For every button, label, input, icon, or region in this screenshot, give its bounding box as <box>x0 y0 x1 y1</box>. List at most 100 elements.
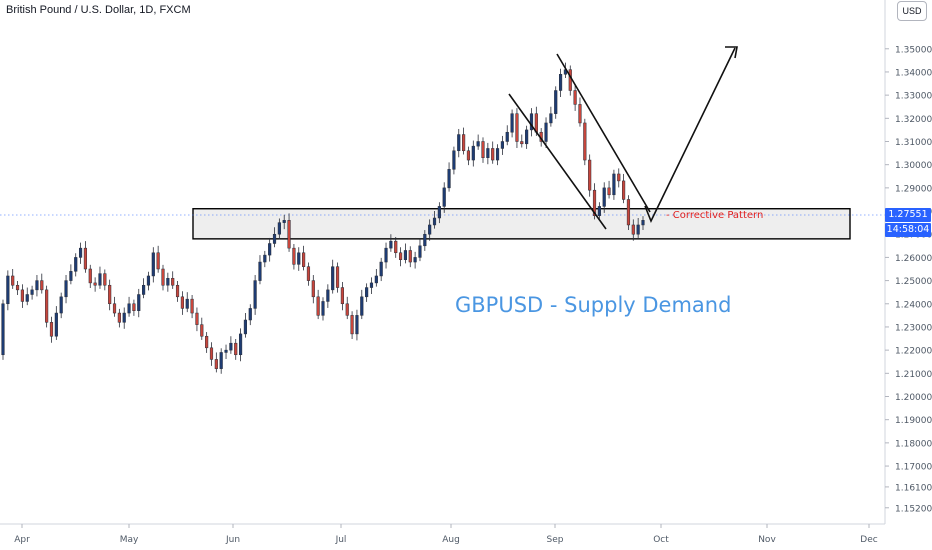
price-axis[interactable]: 1.35000 1.34000 1.33000 1.32000 1.31000 1.300… <box>885 45 932 514</box>
symbol-title: British Pound / U.S. Dollar, 1D, FXCM <box>6 4 191 16</box>
candle <box>40 273 44 294</box>
candle <box>374 269 378 287</box>
candle <box>297 247 301 271</box>
candle-body-up <box>185 298 189 309</box>
candle <box>471 140 475 167</box>
zone-rect <box>192 208 851 240</box>
price-tick-label: 1.16100 <box>895 483 932 493</box>
candle <box>200 317 204 340</box>
candle-body-up <box>365 287 369 298</box>
candle <box>520 134 524 148</box>
candle-body-down <box>578 104 582 124</box>
candle-body-down <box>573 90 577 105</box>
candle <box>505 125 509 146</box>
candle <box>554 86 558 119</box>
candle-body-up <box>360 296 364 316</box>
candle <box>423 230 427 251</box>
candle-body-down <box>398 252 403 260</box>
price-tick-label: 1.22000 <box>895 347 932 357</box>
candle-body-down <box>190 298 194 314</box>
candle <box>515 108 519 148</box>
candle <box>205 332 209 353</box>
candle-body-up <box>544 122 548 142</box>
candle-body-down <box>15 284 20 291</box>
candle <box>568 65 572 96</box>
candle-body-down <box>306 266 311 281</box>
candle-body-up <box>331 266 335 291</box>
candle <box>151 247 155 283</box>
candle <box>161 264 165 291</box>
candle-body-up <box>78 247 83 258</box>
candle <box>413 251 417 269</box>
candle-body-down <box>292 247 296 265</box>
candle-body-down <box>622 180 626 200</box>
time-axis[interactable]: Apr May Jun Jul Aug Sep Oct Nov Dec <box>14 524 878 545</box>
candle <box>117 308 121 328</box>
candle <box>491 141 495 164</box>
candle-body-down <box>350 315 354 335</box>
candle-body-down <box>108 284 112 305</box>
candle-body-down <box>466 150 471 161</box>
candle <box>626 195 631 231</box>
price-tick-label: 1.20000 <box>895 393 932 403</box>
candle <box>602 182 606 213</box>
candle-body-down <box>462 134 466 152</box>
candle <box>544 117 548 148</box>
candle-body-down <box>234 342 238 356</box>
candle <box>641 216 645 231</box>
candle-body-down <box>631 224 635 235</box>
currency-button[interactable]: USD <box>897 1 927 21</box>
candle-body-up <box>326 289 330 302</box>
candle <box>132 299 136 316</box>
candle-body-up <box>64 280 68 298</box>
candle <box>35 275 39 297</box>
candle <box>636 218 640 238</box>
candle-body-up <box>151 252 155 277</box>
candle-body-up <box>423 233 427 247</box>
candle <box>428 219 432 241</box>
candle-body-up <box>35 280 39 291</box>
candle-body-down <box>515 113 519 142</box>
candle <box>398 247 403 267</box>
candle-body-down <box>592 189 597 216</box>
candle-body-down <box>408 250 412 263</box>
candle-body-up <box>612 173 616 196</box>
candle-body-up <box>25 294 29 302</box>
candle-body-up <box>369 282 374 288</box>
candle-body-up <box>428 224 432 235</box>
candle <box>1 299 5 360</box>
candle <box>432 211 437 229</box>
time-tick-label: Sep <box>547 535 564 545</box>
time-tick-label: Aug <box>442 535 460 545</box>
candle-body-up <box>636 224 640 235</box>
candle <box>549 106 553 127</box>
candle-body-down <box>287 220 291 249</box>
candle <box>243 313 248 338</box>
candle <box>156 245 160 273</box>
candle-body-up <box>554 90 558 114</box>
candle <box>214 352 218 373</box>
candle <box>462 127 466 155</box>
candle-body-down <box>180 296 184 309</box>
candle <box>268 237 272 262</box>
candle-body-up <box>437 206 441 219</box>
candle <box>248 304 252 326</box>
candle-body-up <box>238 333 243 356</box>
candle-body-up <box>98 273 102 286</box>
candle-body-up <box>442 187 446 207</box>
candle <box>238 328 243 362</box>
candle-body-down <box>49 322 54 337</box>
price-tick-label: 1.30000 <box>895 161 932 171</box>
candle-body-up <box>389 240 393 249</box>
price-tick-label: 1.35000 <box>895 45 932 55</box>
price-tick-label: 1.24000 <box>895 300 932 310</box>
candle-body-up <box>602 187 606 207</box>
candle-body-down <box>302 252 306 267</box>
candle <box>578 97 582 127</box>
candle <box>316 289 320 320</box>
candle <box>442 182 446 213</box>
candle <box>219 348 223 374</box>
price-tick-label: 1.18000 <box>895 439 932 449</box>
price-tick-label: 1.17000 <box>895 463 932 473</box>
